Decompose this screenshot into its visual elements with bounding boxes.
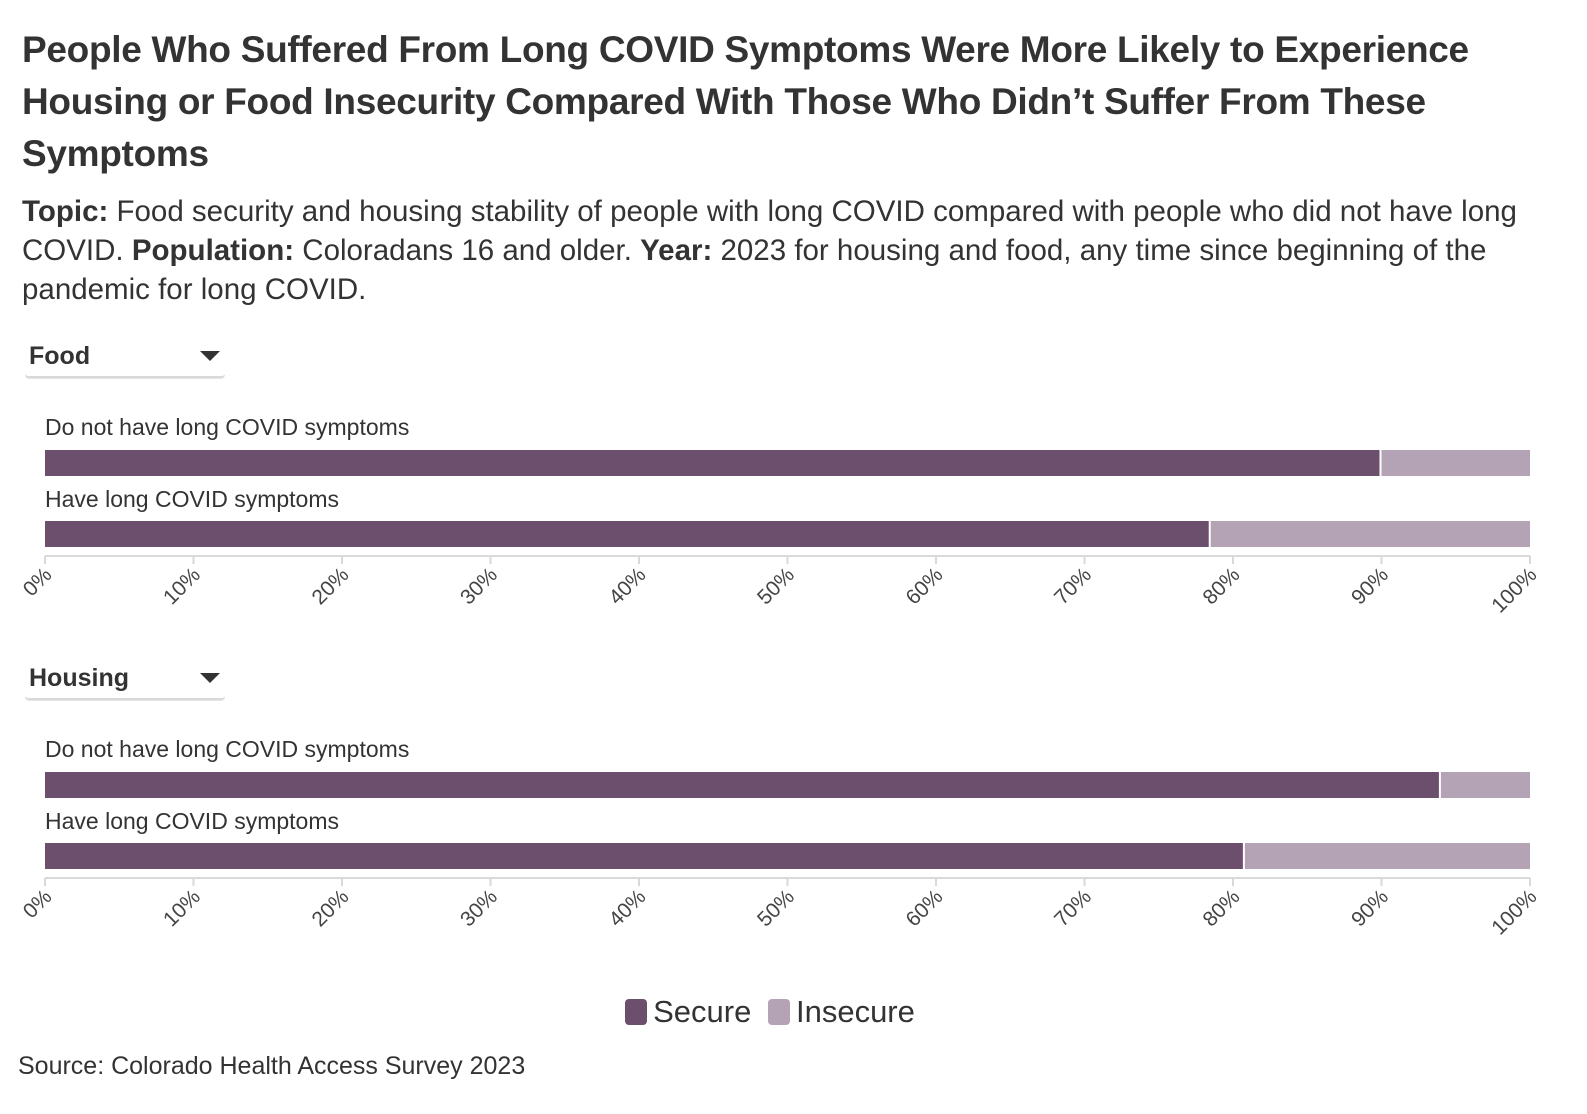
x-tick-label: 0% — [19, 885, 57, 923]
housing-selector-dropdown[interactable]: Housing — [25, 652, 225, 700]
bar-secure-segment[interactable] — [45, 521, 1209, 547]
population-label: Population: — [131, 234, 295, 267]
x-tick-label: 90% — [1347, 885, 1393, 931]
chart-subtitle: Topic: Food security and housing stabili… — [22, 192, 1572, 309]
bar-secure-segment[interactable] — [45, 843, 1243, 869]
bar-insecure-segment[interactable] — [1244, 843, 1530, 869]
legend-item-insecure[interactable]: Insecure — [767, 994, 915, 1030]
x-tick-label: 80% — [1199, 563, 1245, 609]
x-tick-label: 40% — [605, 563, 651, 609]
bar-secure-segment[interactable] — [45, 450, 1380, 476]
x-tick-label: 10% — [159, 885, 205, 931]
bar-insecure-segment[interactable] — [1210, 521, 1530, 547]
x-tick-label: 100% — [1487, 885, 1541, 939]
x-tick-label: 70% — [1050, 563, 1096, 609]
topic-label: Topic: — [22, 195, 109, 228]
chevron-down-icon — [200, 351, 220, 361]
bar-category-label: Have long COVID symptoms — [45, 808, 339, 834]
x-tick-label: 90% — [1347, 563, 1393, 609]
bar-category-label: Have long COVID symptoms — [45, 486, 339, 512]
legend-swatch-secure — [625, 999, 648, 1025]
food-selector-dropdown[interactable]: Food — [25, 330, 225, 378]
bar-insecure-segment[interactable] — [1440, 772, 1530, 798]
x-tick-label: 100% — [1487, 563, 1541, 617]
x-tick-label: 60% — [902, 885, 948, 931]
year-label: Year: — [640, 234, 713, 267]
food-bar-chart: 0% 10% 20% 30% 40% 50% 60% 70% 80% 90% 100% Do not … — [19, 414, 1542, 618]
population-text: Coloradans 16 and older. — [294, 234, 641, 267]
topic-text: Food security and housing stability of p… — [22, 195, 1517, 267]
x-tick-label: 30% — [456, 885, 502, 931]
legend-swatch-insecure — [767, 999, 790, 1025]
source-note: Source: Colorado Health Access Survey 20… — [18, 1052, 526, 1080]
bar-insecure-segment[interactable] — [1381, 450, 1531, 476]
legend-label-insecure: Insecure — [795, 994, 915, 1029]
legend-item-secure[interactable]: Secure — [625, 994, 751, 1030]
x-tick-label: 50% — [753, 885, 799, 931]
x-tick-label: 20% — [308, 885, 354, 931]
x-tick-label: 70% — [1050, 885, 1096, 931]
x-tick-label: 50% — [753, 563, 799, 609]
bar-category-label: Do not have long COVID symptoms — [45, 414, 409, 440]
x-tick-label: 60% — [902, 563, 948, 609]
housing-bar-chart: 0% 10% 20% 30% 40% 50% 60% 70% 80% 90% 100% Do not … — [19, 736, 1542, 940]
food-selector-label: Food — [29, 342, 91, 370]
housing-selector-label: Housing — [29, 664, 129, 692]
x-tick-label: 30% — [456, 563, 502, 609]
x-tick-label: 80% — [1199, 885, 1245, 931]
chart-legend: Secure Insecure — [0, 994, 1540, 1033]
year-text: 2023 for housing and food, any time sinc… — [22, 234, 1487, 306]
x-tick-label: 0% — [19, 563, 57, 601]
bar-secure-segment[interactable] — [45, 772, 1439, 798]
x-tick-label: 10% — [159, 563, 205, 609]
chart-title: People Who Suffered From Long COVID Symp… — [22, 29, 1469, 174]
chevron-down-icon — [200, 673, 220, 683]
legend-label-secure: Secure — [653, 994, 752, 1029]
x-tick-label: 40% — [605, 885, 651, 931]
x-tick-label: 20% — [308, 563, 354, 609]
bar-category-label: Do not have long COVID symptoms — [45, 736, 409, 762]
